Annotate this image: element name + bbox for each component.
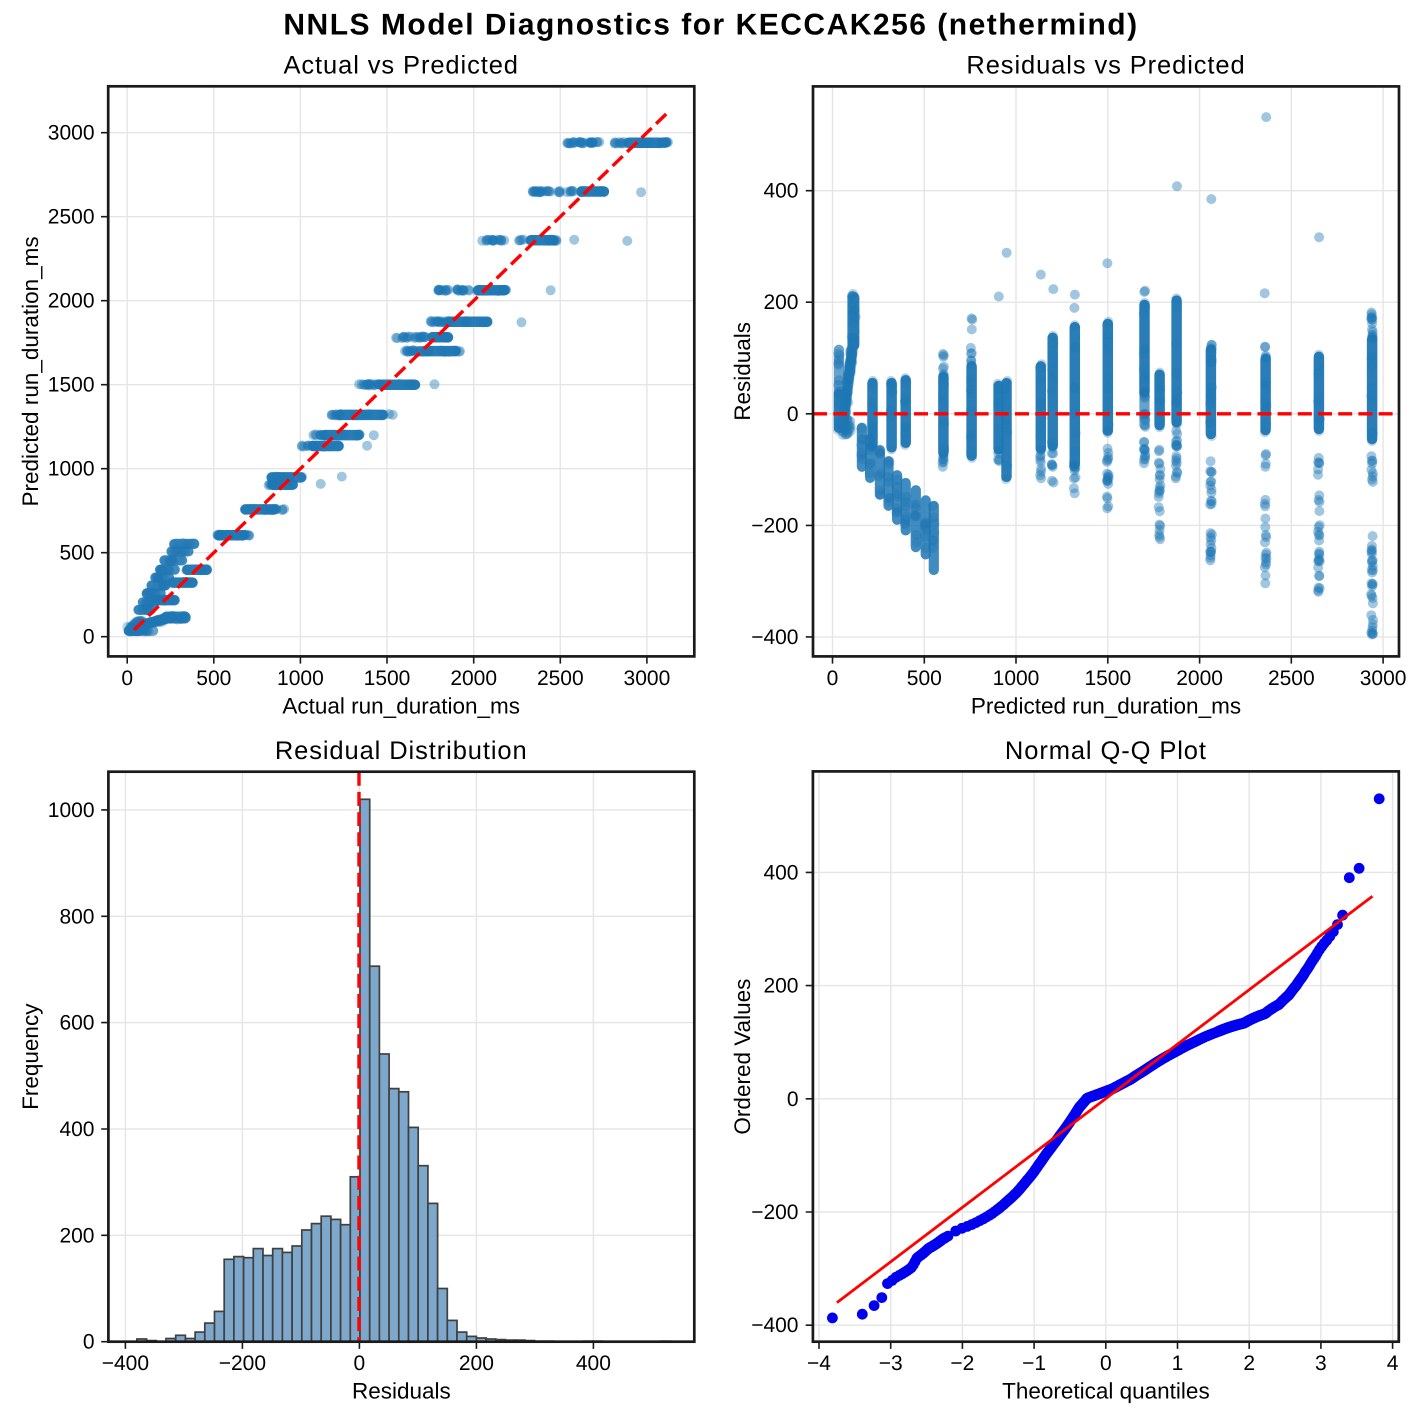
svg-text:2500: 2500 (537, 667, 584, 690)
svg-text:−200: −200 (751, 514, 798, 537)
svg-text:Residual Distribution: Residual Distribution (275, 737, 528, 765)
svg-text:Residuals: Residuals (352, 1379, 451, 1404)
svg-text:200: 200 (763, 975, 798, 998)
svg-text:500: 500 (196, 667, 231, 690)
svg-text:1500: 1500 (1084, 667, 1131, 690)
svg-text:0: 0 (827, 667, 839, 690)
svg-text:1000: 1000 (48, 458, 95, 481)
svg-text:−200: −200 (751, 1201, 798, 1224)
svg-text:−2: −2 (950, 1352, 974, 1375)
svg-text:−1: −1 (1022, 1352, 1046, 1375)
svg-text:0: 0 (1100, 1352, 1112, 1375)
svg-text:200: 200 (459, 1352, 494, 1375)
svg-text:400: 400 (763, 180, 798, 203)
svg-text:Predicted run_duration_ms: Predicted run_duration_ms (971, 694, 1241, 719)
svg-text:NNLS Model Diagnostics for KEC: NNLS Model Diagnostics for KECCAK256 (ne… (283, 9, 1138, 42)
svg-text:800: 800 (59, 905, 94, 928)
svg-text:1000: 1000 (48, 799, 95, 822)
svg-text:0: 0 (787, 1088, 799, 1111)
svg-text:−3: −3 (879, 1352, 903, 1375)
svg-text:4: 4 (1387, 1352, 1399, 1375)
svg-text:0: 0 (83, 626, 95, 649)
svg-text:0: 0 (787, 403, 799, 426)
svg-text:3000: 3000 (48, 122, 95, 145)
svg-text:0: 0 (83, 1331, 95, 1354)
svg-text:3000: 3000 (1360, 667, 1407, 690)
svg-text:Normal Q-Q Plot: Normal Q-Q Plot (1005, 737, 1207, 765)
svg-text:400: 400 (59, 1118, 94, 1141)
svg-text:−400: −400 (751, 1314, 798, 1337)
svg-text:600: 600 (59, 1012, 94, 1035)
svg-text:−4: −4 (807, 1352, 831, 1375)
svg-text:2000: 2000 (48, 290, 95, 313)
svg-text:2000: 2000 (1176, 667, 1223, 690)
svg-text:1500: 1500 (48, 374, 95, 397)
svg-text:0: 0 (121, 667, 133, 690)
svg-text:2500: 2500 (48, 206, 95, 229)
svg-text:2: 2 (1243, 1352, 1255, 1375)
svg-text:1: 1 (1172, 1352, 1184, 1375)
svg-text:500: 500 (59, 542, 94, 565)
svg-text:−200: −200 (219, 1352, 266, 1375)
svg-text:1000: 1000 (993, 667, 1040, 690)
svg-text:Actual vs Predicted: Actual vs Predicted (284, 52, 519, 80)
svg-text:3: 3 (1315, 1352, 1327, 1375)
svg-text:3000: 3000 (624, 667, 671, 690)
svg-text:Actual run_duration_ms: Actual run_duration_ms (282, 694, 520, 719)
svg-text:Residuals vs Predicted: Residuals vs Predicted (966, 52, 1245, 80)
svg-text:Ordered Values: Ordered Values (730, 979, 755, 1135)
svg-text:2000: 2000 (450, 667, 497, 690)
svg-text:1500: 1500 (364, 667, 411, 690)
svg-text:Predicted run_duration_ms: Predicted run_duration_ms (18, 236, 43, 506)
svg-text:1000: 1000 (277, 667, 324, 690)
svg-text:200: 200 (763, 291, 798, 314)
svg-text:400: 400 (763, 861, 798, 884)
svg-text:Frequency: Frequency (18, 1003, 43, 1110)
svg-text:Residuals: Residuals (730, 322, 755, 421)
svg-text:−400: −400 (102, 1352, 149, 1375)
svg-text:−400: −400 (751, 626, 798, 649)
svg-text:Theoretical quantiles: Theoretical quantiles (1002, 1379, 1210, 1404)
svg-text:0: 0 (354, 1352, 366, 1375)
svg-text:200: 200 (59, 1224, 94, 1247)
svg-text:400: 400 (576, 1352, 611, 1375)
svg-text:500: 500 (907, 667, 942, 690)
svg-text:2500: 2500 (1268, 667, 1315, 690)
